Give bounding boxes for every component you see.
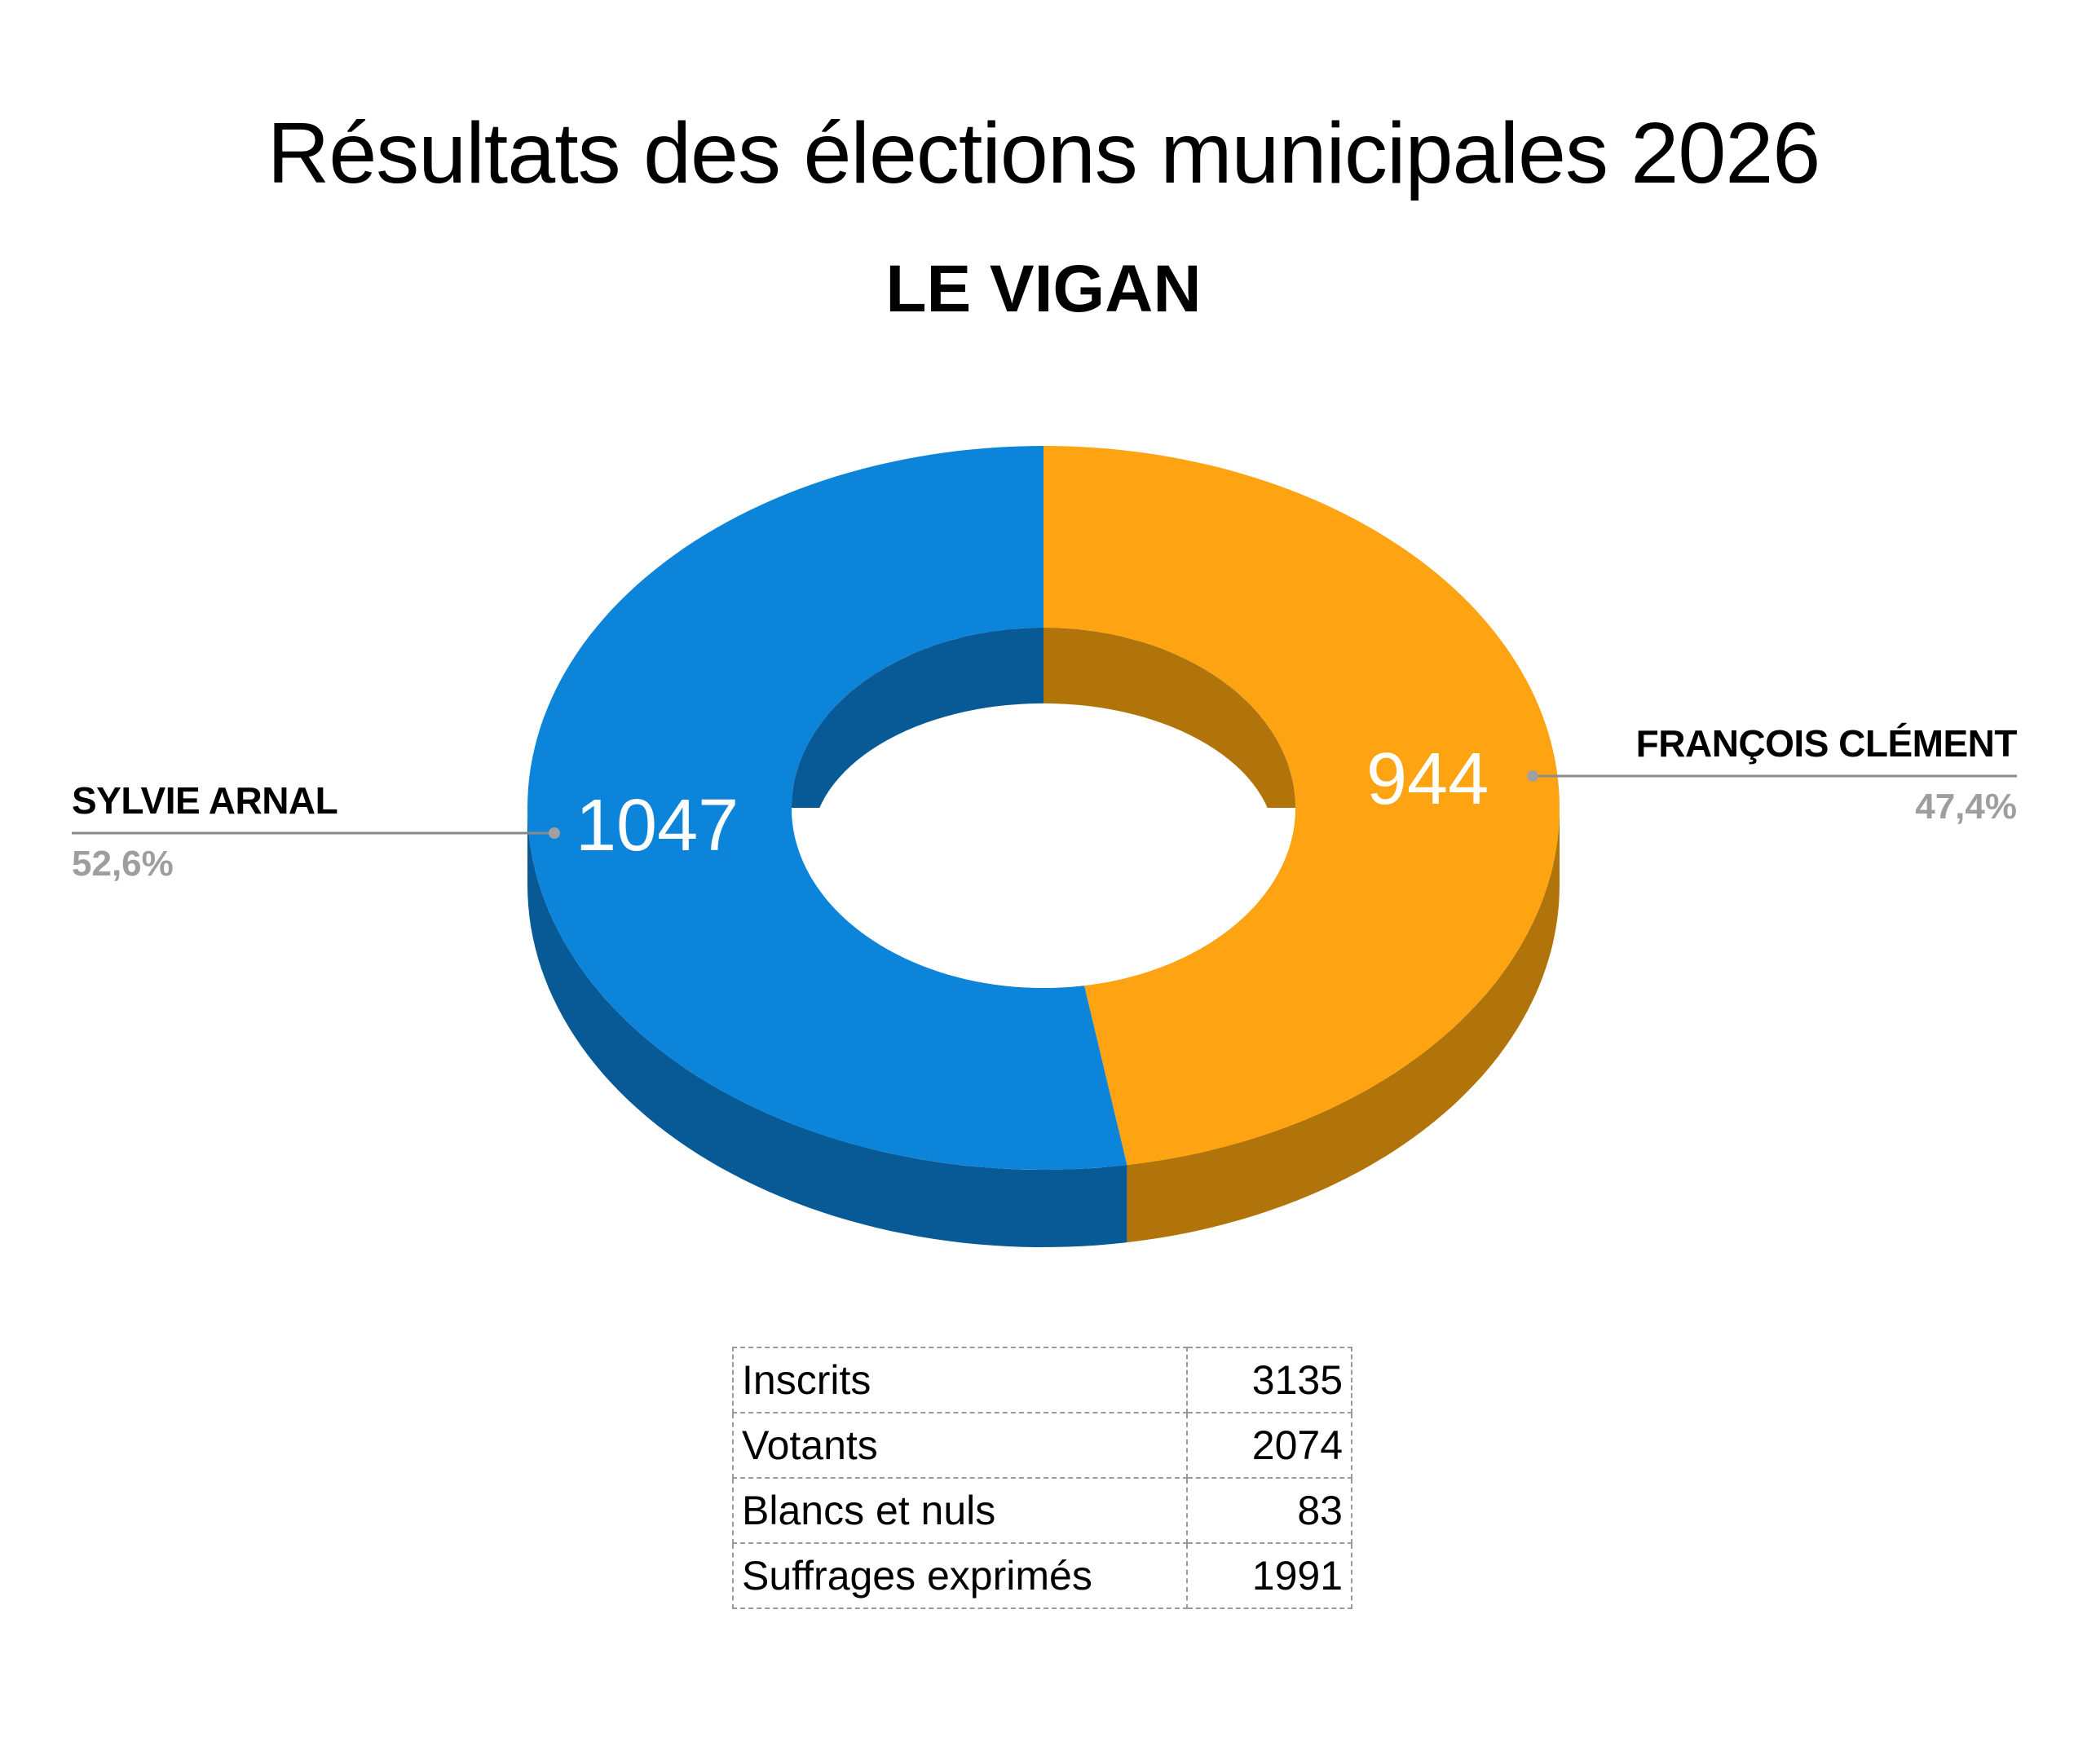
label-percent-0: 52,6% [72,844,174,884]
stats-row: Blancs et nuls 83 [732,1477,1352,1544]
chart-title: Résultats des élections municipales 2026 [267,105,1820,201]
stats-label: Blancs et nuls [732,1477,1188,1544]
leader-dot-1 [1527,770,1538,782]
slice-value-0: 1047 [576,785,739,867]
leader-layer [72,770,2017,839]
label-percent-1: 47,4% [1915,787,2017,827]
donut-layer [527,446,1560,1247]
slice-inner-wall-1-0 [1044,628,1295,851]
slice-inner-wall-0-1 [792,628,1044,851]
label-name-1: FRANÇOIS CLÉMENT [1635,722,2018,765]
slice-top-1 [1044,446,1560,1166]
stats-value: 1991 [1186,1542,1352,1609]
stats-row: Votants 2074 [732,1412,1352,1479]
slice-side-0 [527,808,1127,1247]
stats-label: Inscrits [732,1347,1188,1413]
stats-value: 3135 [1186,1347,1352,1413]
leader-dot-0 [549,827,560,839]
slice-side-1 [1127,808,1560,1243]
stats-value: 2074 [1186,1412,1352,1479]
donut-hole-front [792,808,1295,988]
stats-label: Suffrages exprimés [732,1542,1188,1609]
stats-table: Inscrits 3135 Votants 2074 Blancs et nuls 83 S… [732,1347,1352,1609]
stats-label: Votants [732,1412,1188,1479]
stats-value: 83 [1186,1477,1352,1544]
stats-row: Suffrages exprimés 1991 [732,1542,1352,1609]
stats-row: Inscrits 3135 [732,1347,1352,1413]
slice-top-0 [527,446,1127,1170]
chart-subtitle: LE VIGAN [885,252,1202,326]
slice-value-1: 944 [1366,739,1489,820]
label-name-0: SYLVIE ARNAL [72,779,338,822]
